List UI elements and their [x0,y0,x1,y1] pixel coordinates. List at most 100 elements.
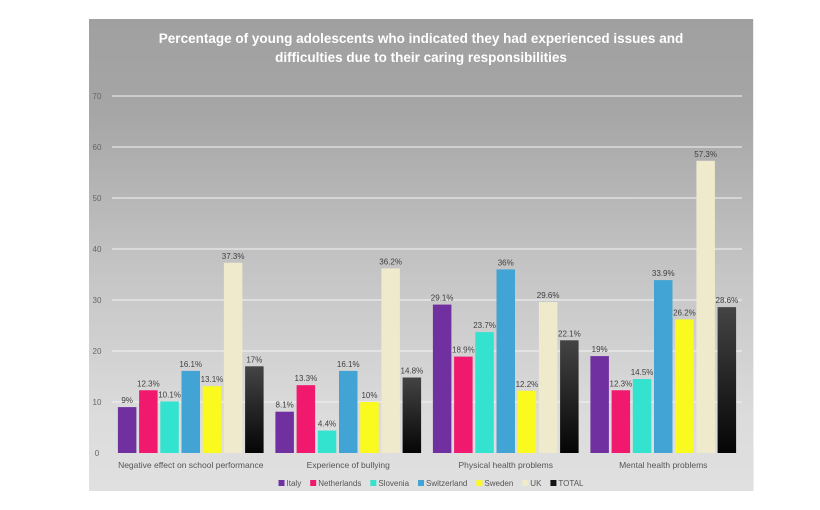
data-label: 29.1% [431,294,454,303]
bar-sweden-0 [202,386,222,453]
legend-label: Italy [287,479,302,488]
bar-uk-1 [381,268,400,453]
bar-uk-2 [538,302,558,453]
legend-item-slovenia: Slovenia [370,479,410,488]
data-label: 26.2% [673,308,696,317]
bar-switzerland-1 [339,370,358,453]
legend-swatch [522,480,529,486]
legend-label: UK [530,479,542,488]
legend-item-total: TOTAL [550,479,584,488]
legend: Italy Netherlands Slovenia Switzerland Swede… [278,479,584,488]
legend-label: Slovenia [378,479,409,488]
data-label: 8.1% [276,401,294,410]
data-label: 23.7% [473,321,496,330]
legend-swatch [550,480,557,486]
y-axis-tick-labels: 0 10 20 30 40 50 60 70 [93,92,102,458]
y-tick-label: 70 [93,92,102,101]
data-label: 10.1% [158,390,181,399]
y-tick-label: 50 [93,194,102,203]
bar-total-3 [717,307,737,453]
legend-label: TOTAL [558,479,584,488]
bar-slovenia-2 [475,332,494,453]
bar-netherlands-1 [296,385,316,453]
chart-title: Percentage of young adolescents who indi… [89,29,753,67]
bar-total-2 [560,340,579,453]
bar-italy-1 [275,411,294,453]
chart-frame: Percentage of young adolescents who indi… [89,19,754,491]
y-tick-label: 40 [93,245,102,254]
legend-swatch [370,480,377,486]
data-label: 36.2% [379,257,402,266]
bar-slovenia-3 [632,379,652,453]
bar-italy-3 [590,356,609,453]
y-tick-label: 60 [93,143,102,152]
data-label: 14.5% [631,368,654,377]
data-label: 29.6% [537,291,560,300]
data-label: 12.3% [137,379,160,388]
legend-label: Netherlands [318,479,361,488]
y-tick-label: 10 [93,398,102,407]
data-label: 19% [592,345,608,354]
data-labels: 9% 12.3% 10.1% 16.1% 13.1% 37.3% 17% 8.1% 13.3% 4… [121,150,738,429]
data-label: 17% [246,355,262,364]
legend-swatch [278,480,285,486]
data-label: 4.4% [318,420,336,429]
data-label: 16.1% [337,360,360,369]
bar-slovenia-0 [160,401,179,453]
bar-switzerland-2 [496,269,515,453]
category-labels: Negative effect on school performance Exp… [118,460,707,470]
legend-item-uk: UK [522,479,542,488]
legend-swatch [310,480,317,486]
bars [117,160,737,453]
data-label: 16.1% [179,360,202,369]
data-label: 37.3% [222,252,245,261]
gridlines [112,95,742,403]
legend-item-netherlands: Netherlands [310,479,361,488]
data-label: 57.3% [694,150,717,159]
bar-sweden-1 [360,402,379,453]
bar-sweden-3 [675,319,694,453]
bar-total-1 [402,377,422,453]
data-label: 13.1% [201,375,224,384]
data-label: 13.3% [295,374,318,383]
legend-item-switzerland: Switzerland [418,479,467,488]
data-label: 18.9% [452,346,475,355]
category-label: Negative effect on school performance [118,460,264,470]
data-label: 36% [498,258,514,267]
bar-switzerland-3 [654,280,673,453]
bar-uk-3 [696,160,715,453]
legend-item-sweden: Sweden [476,479,513,488]
y-tick-label: 20 [93,347,102,356]
data-label: 14.8% [401,367,424,376]
data-label: 22.1% [558,329,581,338]
data-label: 33.9% [652,269,675,278]
y-tick-label: 30 [93,296,102,305]
category-label: Experience of bullying [307,460,390,470]
chart-title-line-2: difficulties due to their caring respons… [275,50,567,65]
bar-netherlands-0 [139,390,158,453]
y-tick-label: 0 [95,449,100,458]
bar-sweden-2 [517,390,537,453]
bar-italy-2 [432,304,452,453]
bar-italy-0 [117,407,137,453]
legend-label: Sweden [484,479,513,488]
category-label: Physical health problems [459,460,554,470]
data-label: 28.6% [716,296,739,305]
legend-label: Switzerland [426,479,467,488]
bar-chart: 0 10 20 30 40 50 60 70 9% 12.3% 10.1% 16.1% 13.1% 37… [93,92,742,488]
bar-uk-0 [223,262,243,453]
legend-swatch [476,480,483,486]
category-label: Mental health problems [619,460,707,470]
legend-item-italy: Italy [278,479,302,488]
bar-netherlands-3 [611,390,631,453]
bar-total-0 [245,366,264,453]
chart-title-line-1: Percentage of young adolescents who indi… [158,31,684,46]
bar-slovenia-1 [317,430,337,453]
data-label: 10% [361,391,377,400]
bar-switzerland-0 [181,370,200,453]
bar-netherlands-2 [454,356,473,453]
data-label: 12.3% [610,379,633,388]
data-label: 12.2% [516,380,539,389]
legend-swatch [418,480,425,486]
data-label: 9% [121,396,133,405]
